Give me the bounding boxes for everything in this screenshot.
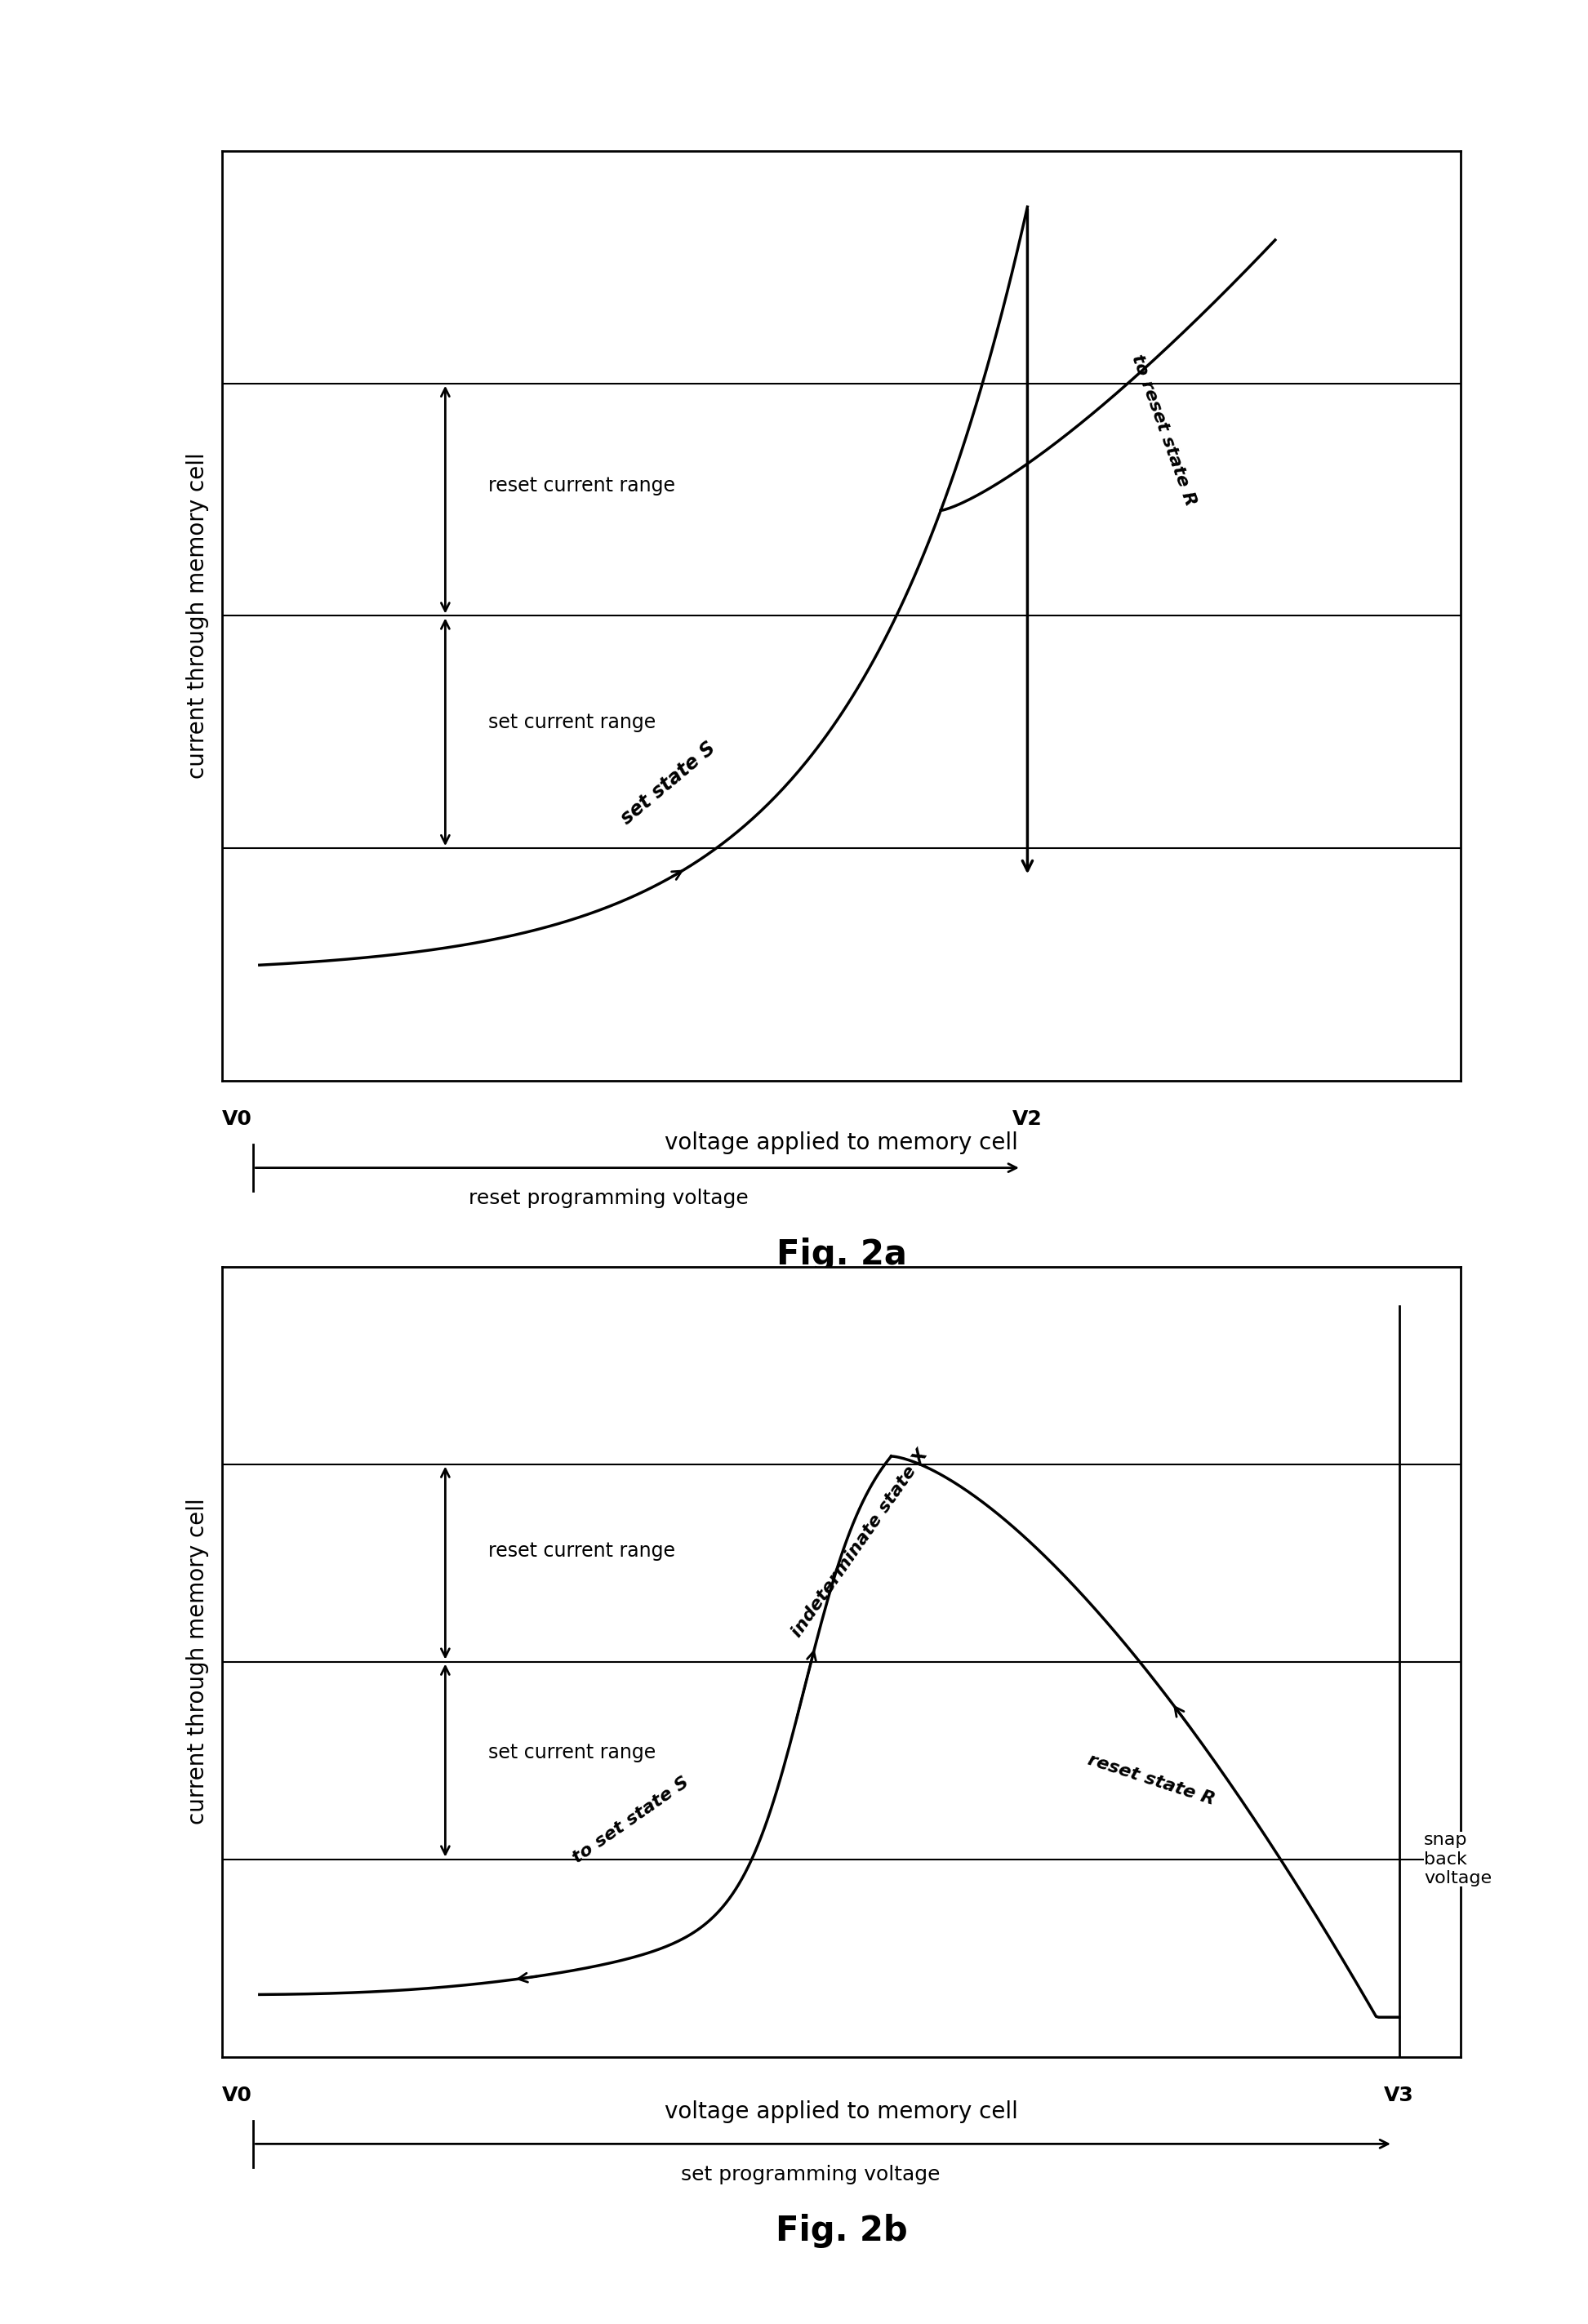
Y-axis label: current through memory cell: current through memory cell — [186, 1499, 208, 1824]
Text: reset programming voltage: reset programming voltage — [468, 1190, 748, 1208]
Text: set current range: set current range — [489, 713, 656, 732]
Text: reset current range: reset current range — [489, 476, 675, 495]
Text: set state S: set state S — [618, 739, 719, 827]
Text: set programming voltage: set programming voltage — [681, 2166, 940, 2185]
Text: reset current range: reset current range — [489, 1541, 675, 1562]
Text: Fig. 2b: Fig. 2b — [775, 2215, 908, 2247]
Text: V0: V0 — [222, 1109, 252, 1129]
Text: voltage applied to memory cell: voltage applied to memory cell — [665, 2101, 1018, 2124]
Text: V0: V0 — [222, 2087, 252, 2106]
Text: snap
back
voltage: snap back voltage — [1424, 1831, 1491, 1887]
Text: V3: V3 — [1385, 2087, 1413, 2106]
Text: to reset state R: to reset state R — [1129, 351, 1199, 509]
Y-axis label: current through memory cell: current through memory cell — [186, 453, 208, 779]
Text: V2: V2 — [1013, 1109, 1042, 1129]
Text: indeterminate state X: indeterminate state X — [789, 1446, 932, 1641]
Text: Fig. 2a: Fig. 2a — [777, 1239, 907, 1271]
Text: voltage applied to memory cell: voltage applied to memory cell — [665, 1132, 1018, 1155]
Text: reset state R: reset state R — [1086, 1752, 1216, 1808]
Text: set current range: set current range — [489, 1743, 656, 1762]
Text: to set state S: to set state S — [570, 1773, 692, 1866]
